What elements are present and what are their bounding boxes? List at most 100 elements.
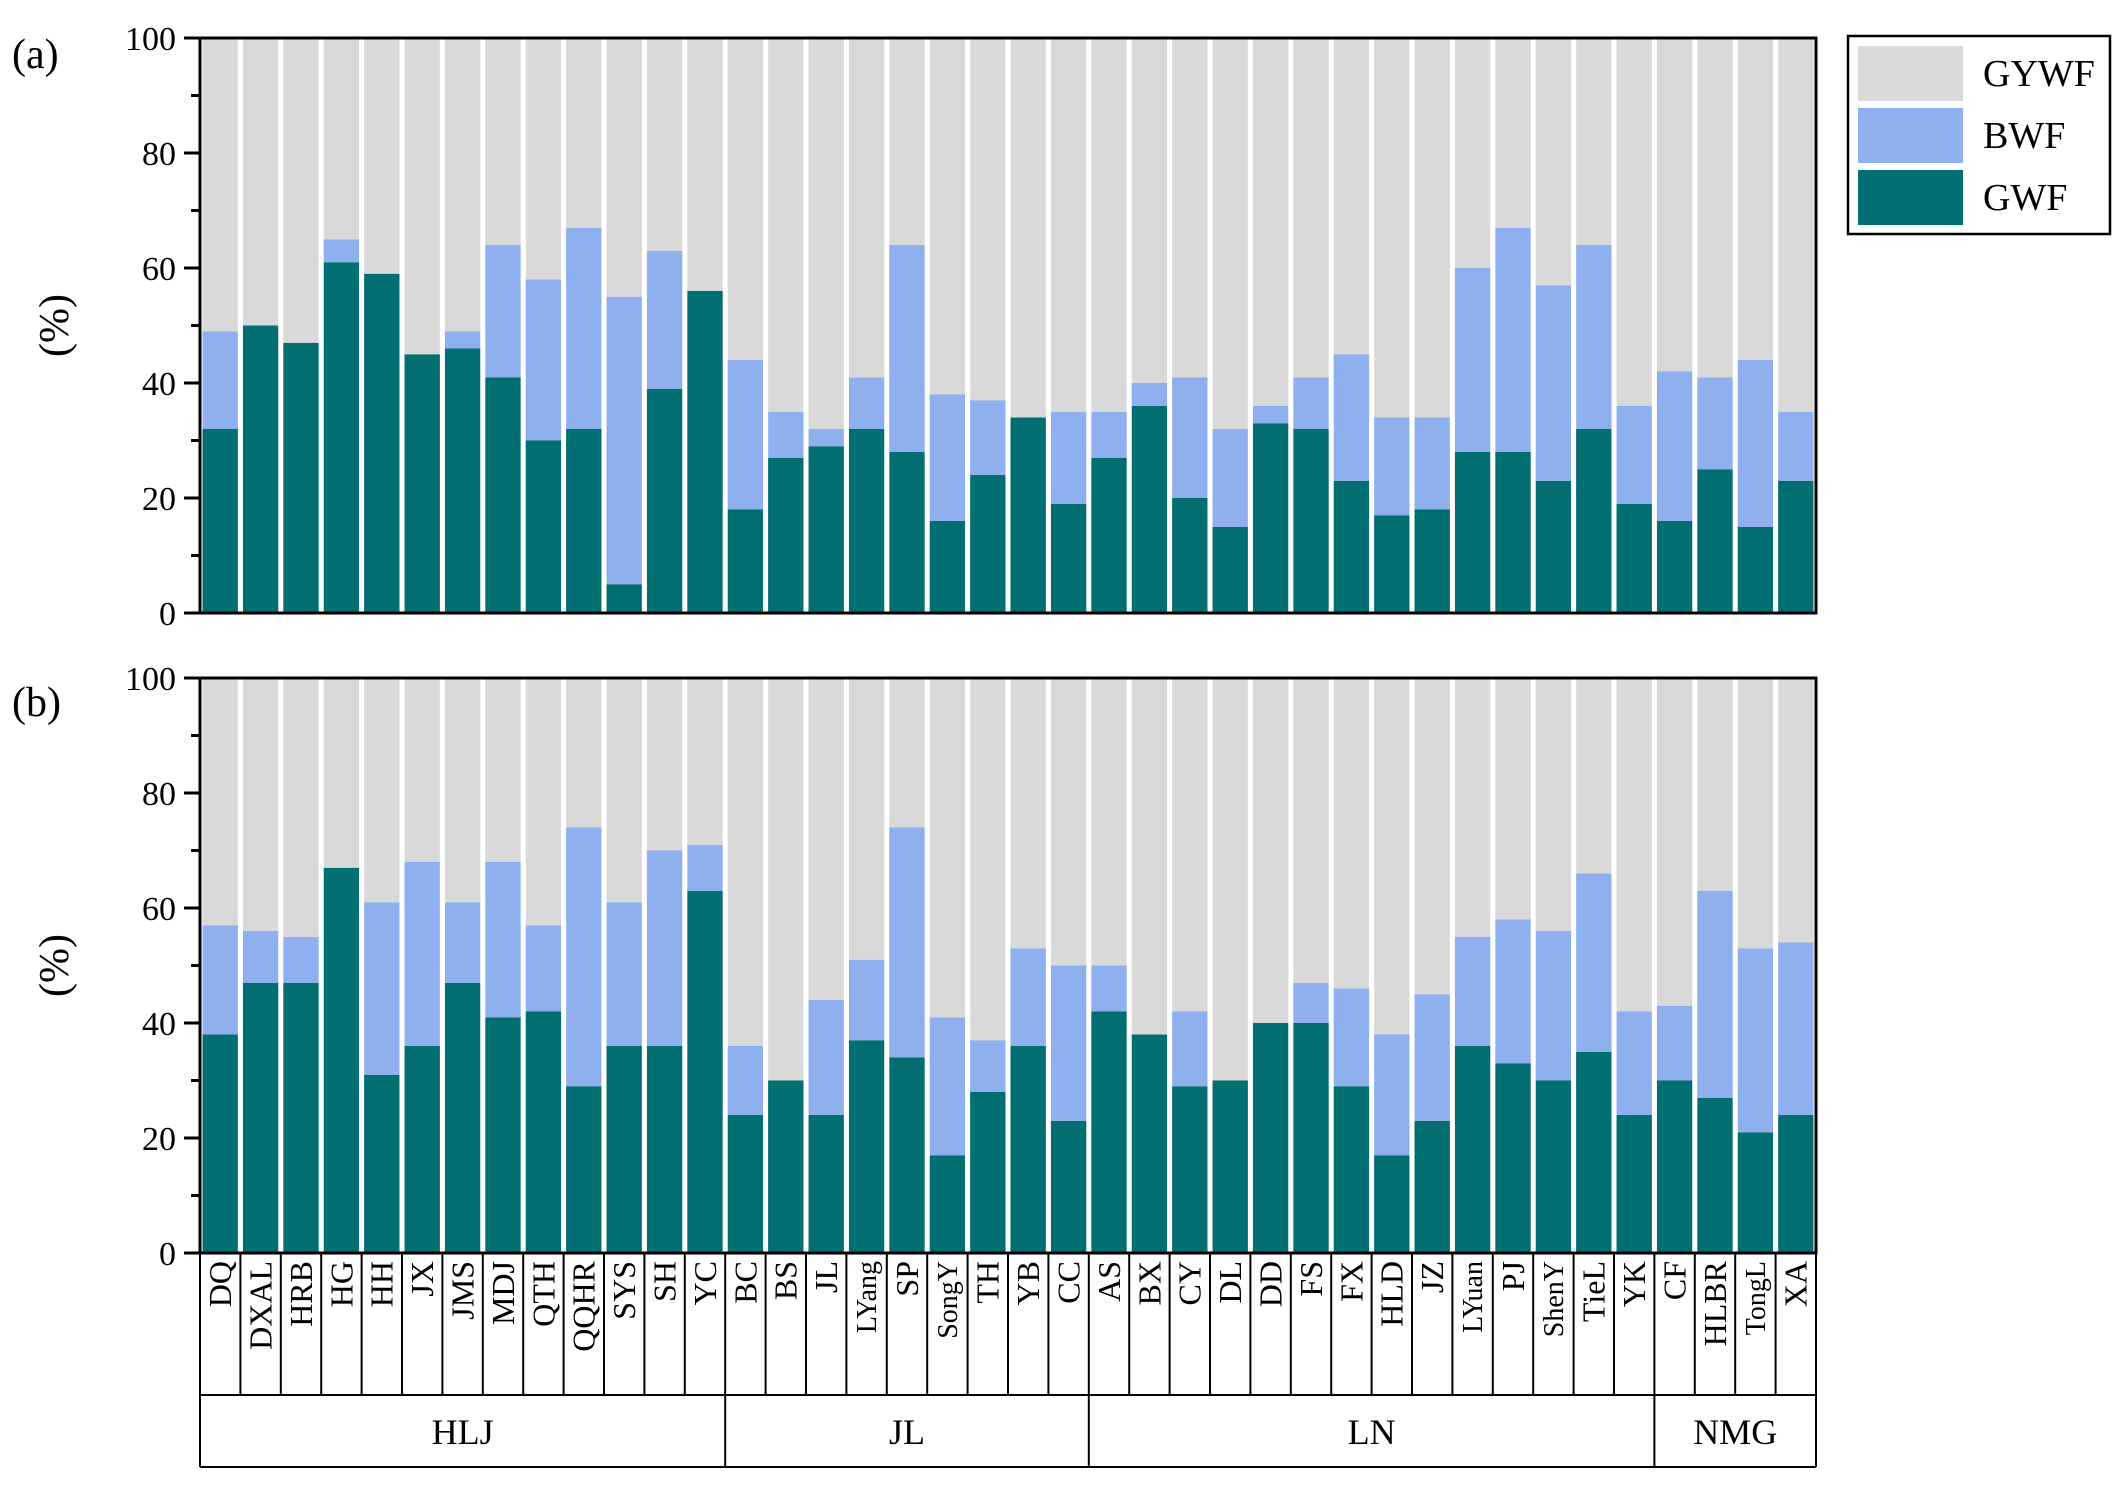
bar-gywf-jms — [444, 678, 481, 903]
y-tick-label: 40 — [142, 1006, 176, 1043]
bar-gwf-mdj — [485, 377, 521, 613]
bar-gwf-bx — [1131, 406, 1168, 613]
bar-gwf-dd — [1252, 423, 1289, 613]
bar-gywf-jl — [808, 38, 844, 429]
plot-frame — [198, 36, 1818, 615]
bar-bwf-lyang — [848, 377, 885, 429]
bar-gywf-lyuan — [1454, 678, 1491, 937]
legend-label-gwf: GWF — [1983, 177, 2067, 219]
bar-gywf-tongl — [1737, 38, 1774, 360]
bar-gywf-qqhr — [566, 678, 602, 828]
bar-gwf-sys — [606, 1046, 642, 1253]
bar-gwf-lyuan — [1454, 1046, 1491, 1253]
bar-bwf-pj — [1495, 227, 1531, 452]
bar-gwf-jl — [808, 1115, 844, 1253]
bar-bwf-dq — [202, 925, 238, 1035]
bar-gwf-sheny — [1535, 480, 1572, 613]
bar-bwf-yb — [1010, 948, 1046, 1046]
bar-gywf-tiel — [1576, 38, 1612, 245]
bar-bwf-bs — [768, 411, 804, 458]
y-tick-label: 60 — [142, 251, 176, 288]
bar-bwf-tongl — [1737, 360, 1774, 527]
bar-gywf-sh — [646, 38, 683, 251]
bar-gwf-tongl — [1737, 1132, 1774, 1253]
bar-gwf-lyang — [848, 429, 885, 613]
group-label-nmg: NMG — [1693, 1412, 1777, 1452]
bar-bwf-qth — [525, 279, 562, 441]
bar-gywf-xa — [1778, 38, 1814, 412]
bar-gywf-sp — [889, 678, 925, 828]
bar-gywf-dd — [1252, 678, 1289, 1023]
x-tick-label-hld: HLD — [1374, 1261, 1410, 1327]
x-tick-label-jx: JX — [404, 1261, 440, 1297]
bar-bwf-hld — [1374, 417, 1410, 516]
x-tick-label-bx: BX — [1131, 1261, 1167, 1305]
bar-gywf-hh — [364, 678, 400, 903]
bar-bwf-cc — [1050, 411, 1087, 504]
panel-a: 0 20 40 60 80 100 (%) (a) — [12, 21, 1818, 633]
bar-gywf-hh — [364, 38, 400, 274]
x-tick-label-xa: XA — [1778, 1261, 1814, 1307]
bar-gwf-dxal — [242, 982, 279, 1253]
bar-bwf-cy — [1172, 1011, 1208, 1087]
bar-gywf-jx — [404, 38, 440, 355]
bar-bwf-tiel — [1576, 245, 1612, 429]
y-tick-label: 20 — [142, 481, 176, 518]
x-tick-label-as: AS — [1091, 1261, 1127, 1302]
bar-gwf-sp — [889, 1057, 925, 1253]
bar-bwf-cf — [1656, 371, 1693, 521]
bar-bwf-jz — [1414, 994, 1450, 1121]
bar-gywf-yc — [687, 678, 723, 845]
bar-bwf-jms — [444, 331, 481, 349]
x-tick-label-jz: JZ — [1414, 1261, 1450, 1293]
bar-gwf-sh — [646, 1046, 683, 1253]
bar-gywf-qth — [525, 678, 562, 926]
bar-bwf-hh — [364, 902, 400, 1075]
bar-gwf-fx — [1333, 480, 1370, 613]
bar-gywf-cc — [1050, 38, 1087, 412]
x-tick-label-fs: FS — [1293, 1261, 1329, 1297]
bar-gwf-songy — [929, 1155, 966, 1253]
bar-gwf-as — [1091, 1011, 1127, 1253]
bar-bwf-th — [970, 1040, 1006, 1092]
bar-gwf-hrb — [283, 982, 319, 1253]
bar-gwf-cf — [1656, 1080, 1693, 1253]
chart-panels: 0 20 40 60 80 100 (%) (a) 0 20 40 60 80 100 (%) (b) — [12, 21, 1818, 1273]
bar-bwf-fs — [1293, 982, 1329, 1023]
bar-gywf-fs — [1293, 38, 1329, 378]
bar-gwf-jz — [1414, 1120, 1450, 1253]
bar-gwf-cc — [1050, 503, 1087, 613]
bar-gwf-xa — [1778, 1115, 1814, 1253]
bar-gwf-yb — [1010, 417, 1046, 613]
bar-gywf-songy — [929, 678, 966, 1018]
bar-bwf-hlbr — [1697, 890, 1733, 1098]
x-tick-label-qth: QTH — [525, 1261, 561, 1327]
y-tick-label: 100 — [125, 661, 176, 698]
bar-gywf-hrb — [283, 38, 319, 343]
bar-bwf-fx — [1333, 988, 1370, 1087]
legend-label-bwf: BWF — [1983, 115, 2065, 157]
bar-bwf-dl — [1212, 429, 1248, 527]
bar-gwf-cc — [1050, 1120, 1087, 1253]
x-tick-label-yc: YC — [687, 1261, 723, 1305]
bar-gywf-hld — [1374, 678, 1410, 1035]
bar-gwf-fx — [1333, 1086, 1370, 1253]
bar-gywf-yk — [1616, 38, 1652, 406]
bar-gywf-dl — [1212, 678, 1248, 1081]
bar-bwf-songy — [929, 1017, 966, 1156]
bar-gywf-tiel — [1576, 678, 1612, 874]
bar-bwf-yk — [1616, 406, 1652, 504]
bar-gwf-qqhr — [566, 1086, 602, 1253]
bar-gwf-hrb — [283, 342, 319, 613]
bar-bwf-xa — [1778, 411, 1814, 481]
bar-gywf-th — [970, 678, 1006, 1041]
x-tick-label-dq: DQ — [202, 1261, 238, 1307]
bar-gywf-as — [1091, 38, 1127, 412]
bar-gwf-cy — [1172, 498, 1208, 613]
bar-bwf-sys — [606, 902, 642, 1046]
y-tick-label: 80 — [142, 136, 176, 173]
bar-gywf-as — [1091, 678, 1127, 966]
bar-gywf-hlbr — [1697, 678, 1733, 891]
